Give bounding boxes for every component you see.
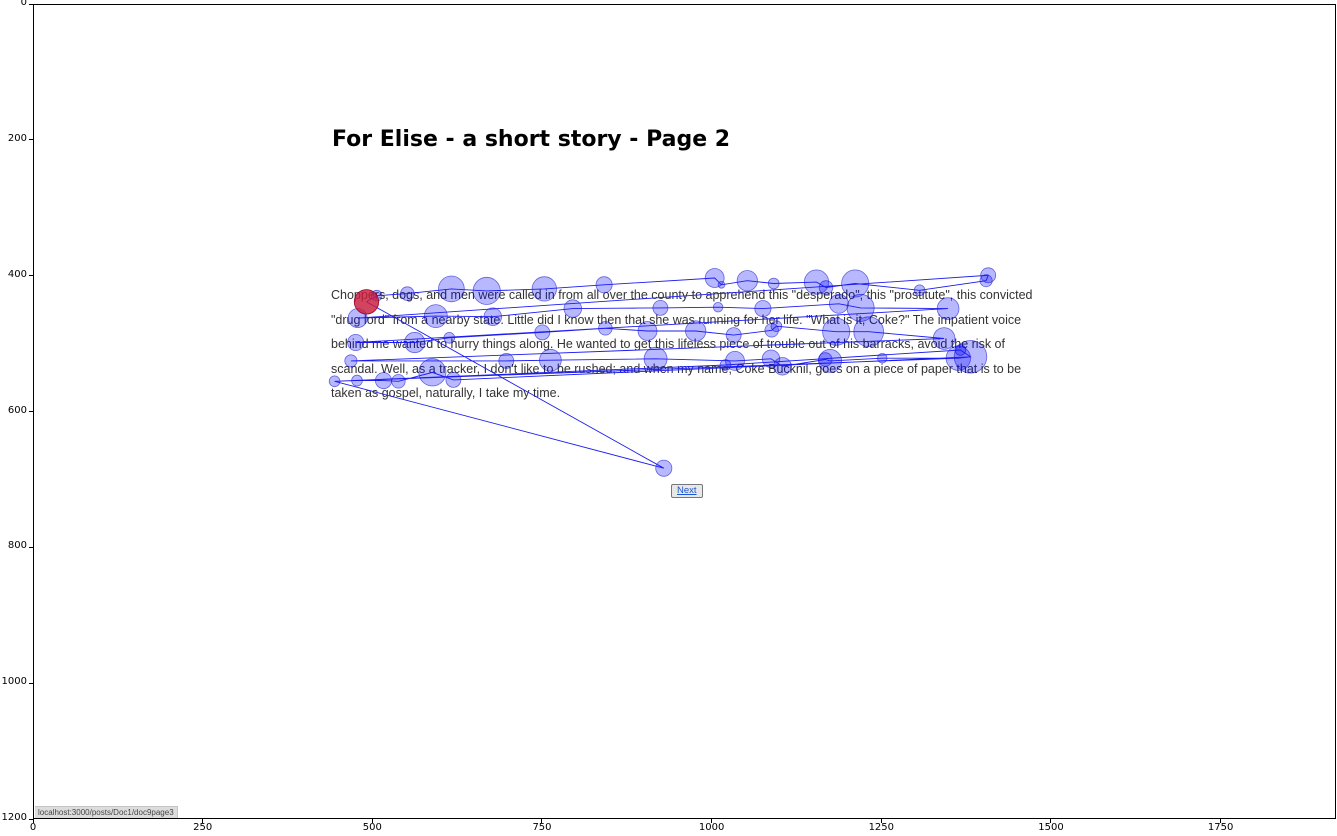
y-tick-label: 800 (7, 540, 27, 552)
x-tick-mark (371, 819, 373, 823)
x-tick-label: 750 (532, 822, 552, 833)
x-tick-mark (202, 819, 204, 823)
y-tick-mark (29, 546, 33, 548)
plot-frame: For Elise - a short story - Page 2 Chopp… (33, 4, 1336, 819)
next-button[interactable]: Next (671, 484, 703, 498)
story-text: Choppers, dogs, and men were called in f… (331, 288, 1033, 400)
y-tick-label: 0 (20, 0, 27, 8)
x-tick-label: 1750 (1207, 822, 1234, 833)
x-tick-mark (711, 819, 713, 823)
y-tick-label: 400 (7, 268, 27, 280)
y-tick-label: 600 (7, 404, 27, 416)
status-bar-url: localhost:3000/posts/Doc1/doc9page3 (35, 806, 178, 818)
x-tick-label: 500 (362, 822, 382, 833)
y-tick-mark (29, 818, 33, 820)
x-tick-label: 1000 (698, 822, 725, 833)
x-tick-mark (1050, 819, 1052, 823)
y-tick-mark (29, 139, 33, 141)
y-tick-mark (29, 3, 33, 5)
y-tick-label: 1200 (1, 812, 27, 823)
x-tick-mark (541, 819, 543, 823)
x-tick-label: 1500 (1038, 822, 1064, 833)
fixation-point (655, 459, 673, 477)
x-tick-mark (32, 819, 34, 823)
y-tick-label: 200 (7, 132, 27, 144)
y-tick-mark (29, 275, 33, 277)
x-tick-label: 1250 (868, 822, 895, 833)
fixation-point (980, 267, 997, 284)
x-tick-mark (880, 819, 882, 823)
y-tick-label: 1000 (1, 676, 27, 688)
x-tick-label: 0 (29, 822, 37, 833)
x-tick-label: 250 (193, 822, 213, 833)
y-tick-mark (29, 682, 33, 684)
x-tick-mark (1220, 819, 1222, 823)
y-tick-mark (29, 411, 33, 412)
page-title: For Elise - a short story - Page 2 (332, 127, 731, 152)
